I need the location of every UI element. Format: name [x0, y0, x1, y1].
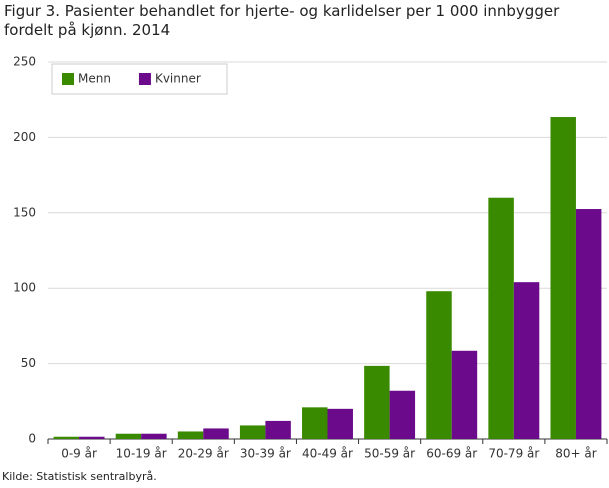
x-tick-label: 10-19 år: [116, 447, 167, 461]
bar: [426, 291, 452, 439]
bar: [575, 209, 602, 439]
bar: [451, 350, 478, 439]
bar: [203, 428, 229, 439]
x-tick-label: 0-9 år: [61, 447, 97, 461]
bar: [177, 431, 204, 439]
x-tick-label: 50-59 år: [364, 447, 415, 461]
bar: [327, 408, 353, 439]
legend-label: Menn: [78, 72, 111, 86]
bar: [389, 390, 416, 439]
legend-label: Kvinner: [155, 72, 201, 86]
source-note: Kilde: Statistisk sentralbyrå.: [2, 470, 157, 483]
y-tick-label: 50: [21, 356, 36, 370]
y-tick-label: 100: [13, 281, 36, 295]
bar: [550, 117, 576, 440]
x-tick-label: 40-49 år: [302, 447, 353, 461]
bar: [265, 420, 291, 439]
bar: [53, 436, 80, 439]
legend-swatch: [62, 73, 74, 85]
bar: [488, 197, 514, 439]
bar: [513, 282, 540, 439]
y-tick-label: 0: [28, 432, 36, 446]
bar: [302, 407, 328, 439]
bar: [79, 436, 105, 439]
y-tick-label: 250: [13, 55, 36, 69]
y-tick-label: 200: [13, 130, 36, 144]
chart-title: Figur 3. Pasienter behandlet for hjerte-…: [4, 2, 560, 39]
x-tick-label: 20-29 år: [178, 447, 229, 461]
bar: [115, 433, 142, 439]
legend-swatch: [138, 73, 151, 85]
x-tick-label: 60-69 år: [426, 447, 477, 461]
x-tick-label: 70-79 år: [488, 447, 539, 461]
x-tick-label: 30-39 år: [240, 447, 291, 461]
bar: [239, 425, 266, 439]
bar: [141, 433, 167, 439]
bar: [364, 365, 390, 439]
y-tick-label: 150: [13, 205, 36, 219]
x-tick-label: 80+ år: [555, 447, 596, 461]
